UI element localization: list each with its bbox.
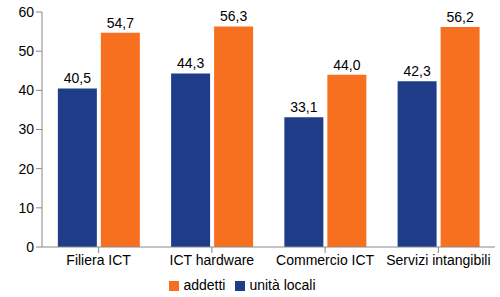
svg-text:56,3: 56,3 bbox=[220, 8, 247, 24]
svg-text:42,3: 42,3 bbox=[403, 63, 430, 79]
svg-text:33,1: 33,1 bbox=[290, 99, 317, 115]
svg-text:44,0: 44,0 bbox=[333, 57, 360, 73]
svg-text:30: 30 bbox=[18, 121, 34, 137]
svg-text:10: 10 bbox=[18, 200, 34, 216]
svg-text:40: 40 bbox=[18, 82, 34, 98]
svg-text:ICT hardware: ICT hardware bbox=[170, 252, 255, 268]
svg-text:50: 50 bbox=[18, 43, 34, 59]
svg-text:56,2: 56,2 bbox=[446, 9, 473, 25]
svg-text:60: 60 bbox=[18, 4, 34, 20]
html-text:addetti: addetti bbox=[183, 277, 226, 293]
svg-text:0: 0 bbox=[26, 239, 34, 255]
svg-text:Commercio ICT: Commercio ICT bbox=[276, 252, 374, 268]
html-text:unità locali: unità locali bbox=[249, 277, 316, 293]
svg-text:44,3: 44,3 bbox=[177, 55, 204, 71]
svg-text:Filiera ICT: Filiera ICT bbox=[66, 252, 131, 268]
svg-text:20: 20 bbox=[18, 161, 34, 177]
svg-text:40,5: 40,5 bbox=[64, 70, 91, 86]
svg-text:54,7: 54,7 bbox=[107, 15, 134, 31]
svg-text:Servizi intangibili: Servizi intangibili bbox=[386, 252, 490, 268]
